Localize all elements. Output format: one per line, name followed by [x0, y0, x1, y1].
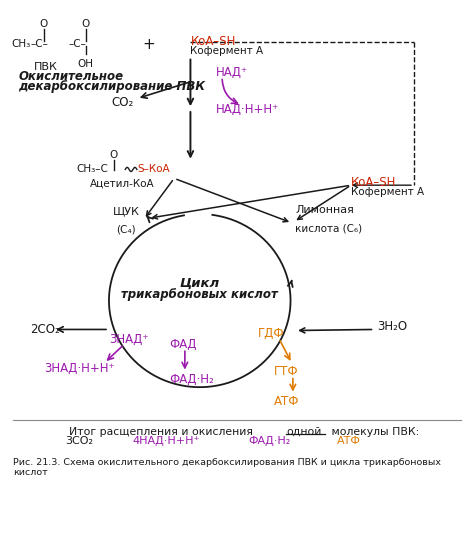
- Text: CH₃–C: CH₃–C: [76, 165, 108, 174]
- Text: ФАД·Н₂: ФАД·Н₂: [249, 435, 291, 446]
- Text: Кофермент А: Кофермент А: [191, 46, 264, 56]
- Text: декарбоксилирование ПВК: декарбоксилирование ПВК: [18, 80, 205, 93]
- Text: трикарбоновых кислот: трикарбоновых кислот: [121, 288, 278, 301]
- Text: O: O: [109, 150, 118, 160]
- Text: –C–: –C–: [30, 39, 48, 49]
- Text: 3Н₂О: 3Н₂О: [377, 320, 407, 333]
- Text: Окислительное: Окислительное: [18, 70, 123, 83]
- Text: S–КоА: S–КоА: [138, 165, 171, 174]
- Text: ГТФ: ГТФ: [274, 365, 299, 378]
- Text: +: +: [142, 37, 155, 52]
- Text: O: O: [40, 19, 48, 29]
- Text: 3НАД·Н+Н⁺: 3НАД·Н+Н⁺: [44, 362, 114, 375]
- Text: кислота (С₆): кислота (С₆): [295, 223, 362, 233]
- Text: Лимонная: Лимонная: [295, 205, 354, 215]
- Text: ГДФ: ГДФ: [258, 327, 284, 340]
- Text: НАД⁺: НАД⁺: [216, 66, 248, 79]
- Text: Итог расщепления и окисления: Итог расщепления и окисления: [69, 426, 257, 437]
- Text: CH₃: CH₃: [11, 39, 30, 49]
- Text: ЩУК: ЩУК: [113, 206, 140, 216]
- Text: КоА–SH: КоА–SH: [351, 176, 396, 189]
- Text: ПВК: ПВК: [34, 62, 58, 72]
- Text: одной: одной: [286, 426, 321, 437]
- Text: Кофермент А: Кофермент А: [351, 187, 424, 197]
- Text: НАД·Н+Н⁺: НАД·Н+Н⁺: [216, 102, 279, 116]
- Text: Ацетил-КоА: Ацетил-КоА: [91, 179, 155, 188]
- Text: O: O: [82, 19, 90, 29]
- Text: 3CO₂: 3CO₂: [65, 435, 93, 446]
- Text: Цикл: Цикл: [180, 277, 220, 290]
- Text: 3НАД⁺: 3НАД⁺: [109, 334, 148, 346]
- Text: CO₂: CO₂: [112, 96, 134, 109]
- Text: 4НАД·Н+Н⁺: 4НАД·Н+Н⁺: [132, 435, 200, 446]
- Text: –C–: –C–: [69, 39, 87, 49]
- Text: ФАД: ФАД: [170, 337, 197, 351]
- Text: ФАД·Н₂: ФАД·Н₂: [170, 373, 214, 386]
- Text: КоА–SH: КоА–SH: [191, 35, 236, 49]
- Text: OH: OH: [78, 59, 94, 69]
- Text: Рис. 21.3. Схема окислительного декарбоксилирования ПВК и цикла трикарбоновых ки: Рис. 21.3. Схема окислительного декарбок…: [13, 458, 441, 478]
- Text: молекулы ПВК:: молекулы ПВК:: [328, 426, 419, 437]
- Text: (С₄): (С₄): [116, 224, 136, 235]
- Text: АТФ: АТФ: [274, 395, 300, 408]
- Text: 2CO₂: 2CO₂: [30, 323, 60, 336]
- Text: АТФ: АТФ: [337, 435, 361, 446]
